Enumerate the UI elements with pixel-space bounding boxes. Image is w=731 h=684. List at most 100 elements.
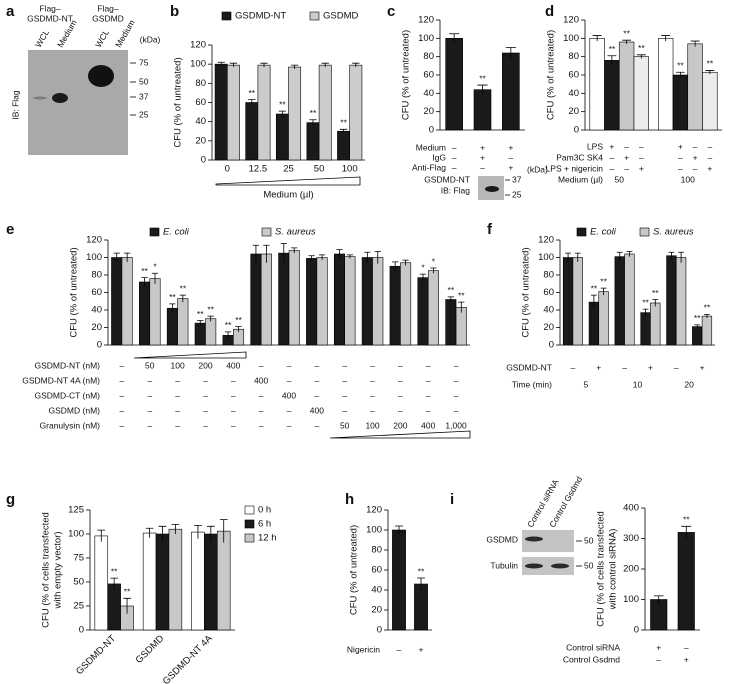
legend-label: E. coli (163, 227, 190, 238)
error-bar (145, 527, 154, 538)
bar (139, 281, 151, 346)
y-tick-label: 60 (371, 565, 382, 576)
bar (572, 257, 583, 346)
y-tick-label: 0 (429, 125, 434, 136)
error-bar (217, 61, 225, 67)
error-bar (364, 251, 371, 263)
condition-label: GSDMD-CT (nM) (35, 390, 101, 400)
error-bar (402, 259, 409, 266)
error-bar (626, 250, 633, 257)
bar (194, 322, 206, 346)
bar (687, 43, 703, 131)
error-bar (565, 252, 571, 262)
significance-label: ** (683, 515, 690, 525)
condition-value: – (426, 390, 431, 400)
error-bar (352, 62, 360, 68)
condition-value: – (175, 420, 180, 430)
bar (111, 257, 123, 346)
y-tick-label: 80 (543, 270, 554, 281)
bar (604, 60, 620, 131)
y-tick-label: 80 (371, 545, 382, 556)
y-tick-label: 100 (86, 252, 102, 263)
condition-value: – (610, 163, 615, 173)
bar (155, 533, 170, 631)
bar (288, 250, 300, 346)
bar (692, 326, 703, 346)
condition-value: – (120, 360, 125, 370)
condition-value: – (571, 362, 576, 372)
panel-letter: f (487, 221, 493, 238)
gradient-wedge (215, 176, 361, 186)
legend-label: E. coli (590, 227, 617, 238)
condition-value: – (452, 152, 457, 162)
y-tick-label: 20 (423, 106, 434, 117)
error-bar (280, 243, 287, 263)
bar (614, 256, 625, 346)
y-tick-label: 120 (563, 15, 579, 26)
bar (337, 130, 350, 161)
error-bar (430, 267, 437, 274)
condition-value: + (693, 152, 698, 162)
bar (657, 38, 674, 131)
y-tick-label: 100 (418, 33, 434, 44)
legend-swatch (221, 11, 232, 21)
condition-value: – (480, 162, 485, 172)
legend-swatch (576, 227, 587, 237)
condition-value: – (342, 405, 347, 415)
bar (702, 71, 718, 131)
y-axis-label: CFU (% of cells transfected (41, 512, 52, 628)
condition-label: LPS (587, 141, 603, 151)
condition-value: – (287, 420, 292, 430)
bar (361, 257, 373, 346)
x-tick-label: 12.5 (249, 164, 268, 175)
error-bar (705, 70, 715, 75)
bar (306, 258, 318, 346)
group-label: GSDMD (92, 13, 124, 23)
condition-value: – (259, 390, 264, 400)
y-tick-label: 20 (91, 322, 102, 333)
error-bar (591, 294, 597, 310)
blot-membrane (522, 557, 574, 575)
x-tick-label: 100 (342, 164, 358, 175)
significance-label: ** (623, 28, 630, 38)
condition-value: + (648, 362, 653, 372)
error-bar (653, 595, 664, 604)
bar (227, 64, 240, 161)
blot-membrane (28, 50, 128, 155)
bar (278, 252, 290, 346)
error-bar (224, 331, 232, 339)
y-tick-label: 25 (73, 601, 84, 612)
bar (445, 299, 457, 346)
y-tick-label: 20 (371, 605, 382, 616)
significance-label: ** (310, 108, 317, 118)
bar (205, 318, 217, 346)
significance-label: ** (235, 315, 242, 325)
condition-label: Control siRNA (566, 642, 620, 652)
y-tick-label: 80 (568, 51, 579, 62)
condition-value: – (693, 163, 698, 173)
bar (245, 102, 259, 161)
condition-value: – (452, 162, 457, 172)
condition-value: – (203, 420, 208, 430)
blot-band (525, 536, 543, 542)
y-tick-label: 0 (97, 340, 102, 351)
condition-value: 200 (393, 420, 407, 430)
bar (260, 253, 272, 346)
condition-value: – (639, 152, 644, 162)
blot-membrane (522, 530, 574, 552)
y-tick-label: 20 (195, 135, 206, 146)
y-tick-label: 0 (201, 155, 206, 166)
bar (640, 312, 651, 346)
error-bar (447, 296, 454, 303)
gradient-wedge (133, 351, 247, 359)
bar (316, 257, 328, 346)
row-label: GSDMD (486, 534, 518, 544)
y-tick-label: 125 (68, 505, 84, 516)
error-bar (395, 525, 403, 534)
blot-a: Flag– GSDMD-NT Flag– GSDMD WCL Medium WC… (10, 3, 161, 155)
bar (204, 533, 218, 631)
marker-label: 50 (584, 560, 594, 570)
bar (414, 583, 428, 631)
error-bar (694, 324, 701, 329)
significance-label: ** (225, 320, 232, 330)
